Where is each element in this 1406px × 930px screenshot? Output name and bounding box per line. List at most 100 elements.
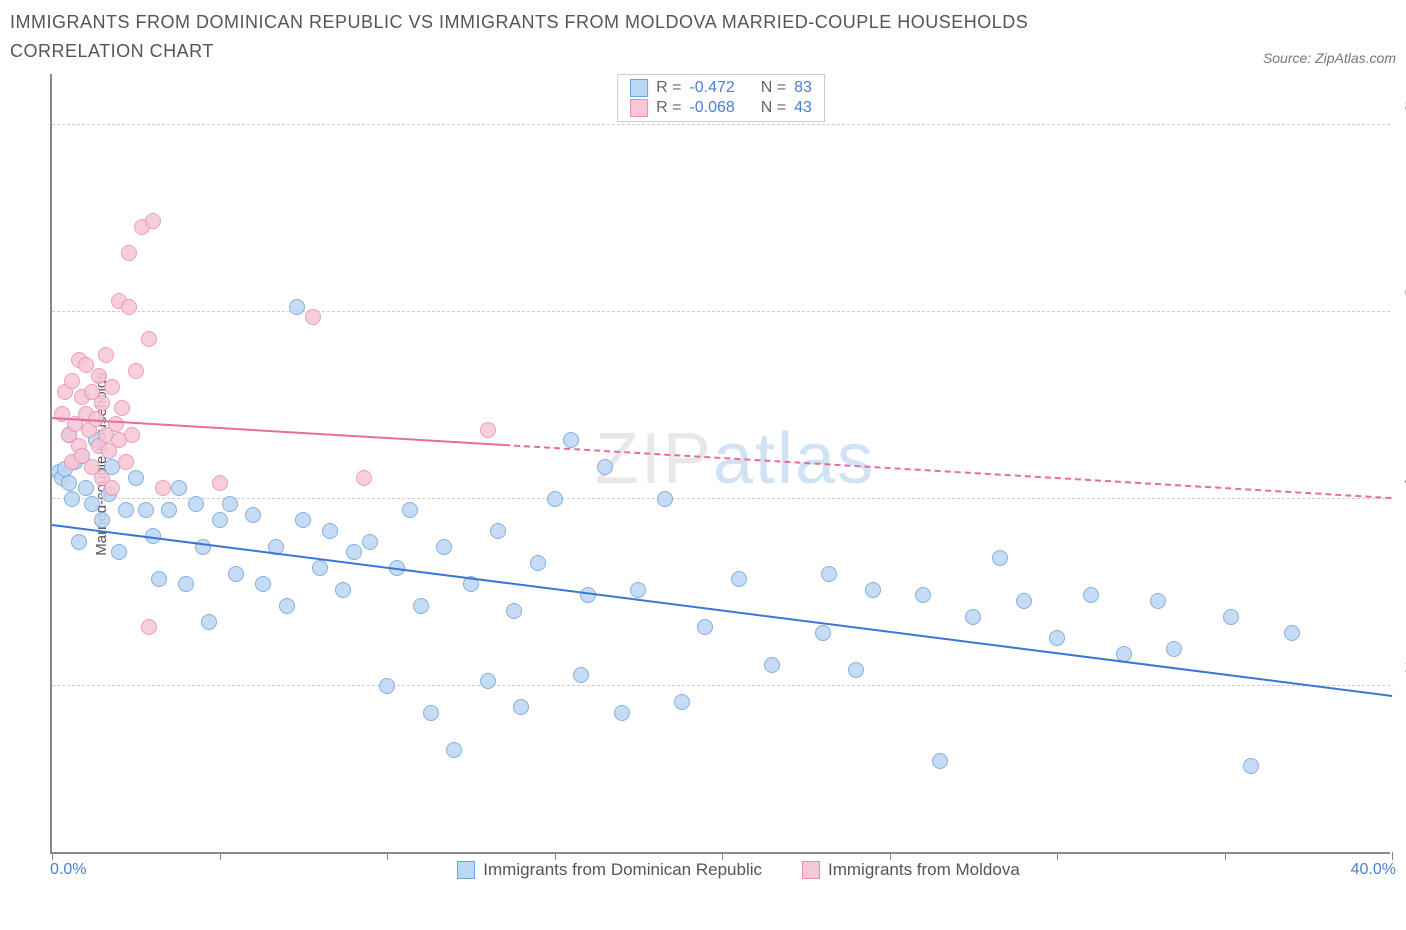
data-point-dominican — [563, 432, 579, 448]
swatch-dominican — [457, 861, 475, 879]
data-point-dominican — [423, 705, 439, 721]
data-point-dominican — [201, 614, 217, 630]
data-point-moldova — [118, 454, 134, 470]
data-point-dominican — [1223, 609, 1239, 625]
data-point-dominican — [1150, 593, 1166, 609]
data-point-dominican — [1016, 593, 1032, 609]
data-point-dominican — [657, 491, 673, 507]
data-point-moldova — [212, 475, 228, 491]
x-tick — [387, 852, 388, 860]
stats-legend-box: R =-0.472N =83 R =-0.068N =43 — [617, 74, 825, 122]
data-point-moldova — [94, 395, 110, 411]
data-point-moldova — [480, 422, 496, 438]
data-point-moldova — [98, 347, 114, 363]
data-point-moldova — [121, 299, 137, 315]
swatch-dominican — [630, 79, 648, 97]
data-point-dominican — [362, 534, 378, 550]
gridline — [52, 498, 1390, 499]
data-point-dominican — [161, 502, 177, 518]
data-point-dominican — [312, 560, 328, 576]
data-point-moldova — [128, 363, 144, 379]
data-point-dominican — [151, 571, 167, 587]
x-tick — [220, 852, 221, 860]
chart-container: Married-couple Households ZIPatlas R =-0… — [10, 74, 1396, 854]
trend-line — [504, 444, 1392, 499]
data-point-dominican — [279, 598, 295, 614]
stats-row-moldova: R =-0.068N =43 — [630, 99, 812, 117]
data-point-dominican — [992, 550, 1008, 566]
series-legend: Immigrants from Dominican RepublicImmigr… — [457, 860, 1019, 880]
data-point-dominican — [178, 576, 194, 592]
source-attribution: Source: ZipAtlas.com — [1263, 50, 1396, 66]
gridline — [52, 311, 1390, 312]
data-point-moldova — [145, 213, 161, 229]
data-point-dominican — [255, 576, 271, 592]
data-point-moldova — [305, 309, 321, 325]
x-axis-max-label: 40.0% — [1351, 861, 1396, 879]
data-point-dominican — [614, 705, 630, 721]
data-point-dominican — [446, 742, 462, 758]
trend-line — [52, 524, 1392, 697]
data-point-dominican — [1166, 641, 1182, 657]
stats-row-dominican: R =-0.472N =83 — [630, 79, 812, 97]
x-tick — [1057, 852, 1058, 860]
data-point-moldova — [108, 416, 124, 432]
x-tick — [555, 852, 556, 860]
data-point-dominican — [1243, 758, 1259, 774]
data-point-dominican — [674, 694, 690, 710]
data-point-moldova — [114, 400, 130, 416]
data-point-moldova — [121, 245, 137, 261]
data-point-dominican — [965, 609, 981, 625]
data-point-moldova — [356, 470, 372, 486]
data-point-dominican — [932, 753, 948, 769]
data-point-moldova — [104, 379, 120, 395]
chart-title: IMMIGRANTS FROM DOMINICAN REPUBLIC VS IM… — [10, 8, 1110, 66]
data-point-dominican — [61, 475, 77, 491]
data-point-dominican — [64, 491, 80, 507]
data-point-dominican — [821, 566, 837, 582]
data-point-dominican — [1083, 587, 1099, 603]
data-point-dominican — [222, 496, 238, 512]
data-point-moldova — [64, 373, 80, 389]
data-point-dominican — [128, 470, 144, 486]
legend-item-dominican: Immigrants from Dominican Republic — [457, 860, 762, 880]
data-point-dominican — [764, 657, 780, 673]
data-point-dominican — [815, 625, 831, 641]
swatch-moldova — [802, 861, 820, 879]
data-point-dominican — [513, 699, 529, 715]
x-tick — [52, 852, 53, 860]
data-point-dominican — [322, 523, 338, 539]
swatch-moldova — [630, 99, 648, 117]
data-point-moldova — [124, 427, 140, 443]
data-point-dominican — [289, 299, 305, 315]
data-point-dominican — [506, 603, 522, 619]
scatter-plot: ZIPatlas R =-0.472N =83R =-0.068N =43 27… — [50, 74, 1390, 854]
data-point-dominican — [138, 502, 154, 518]
data-point-dominican — [480, 673, 496, 689]
data-point-dominican — [228, 566, 244, 582]
data-point-dominican — [335, 582, 351, 598]
data-point-dominican — [118, 502, 134, 518]
data-point-dominican — [402, 502, 418, 518]
data-point-dominican — [245, 507, 261, 523]
data-point-dominican — [865, 582, 881, 598]
data-point-moldova — [141, 619, 157, 635]
data-point-dominican — [530, 555, 546, 571]
data-point-dominican — [630, 582, 646, 598]
data-point-dominican — [490, 523, 506, 539]
data-point-dominican — [195, 539, 211, 555]
data-point-moldova — [155, 480, 171, 496]
data-point-dominican — [295, 512, 311, 528]
data-point-dominican — [111, 544, 127, 560]
data-point-dominican — [413, 598, 429, 614]
data-point-dominican — [1049, 630, 1065, 646]
gridline — [52, 124, 1390, 125]
data-point-moldova — [104, 480, 120, 496]
data-point-dominican — [1284, 625, 1300, 641]
x-tick — [1392, 852, 1393, 860]
data-point-dominican — [697, 619, 713, 635]
data-point-dominican — [188, 496, 204, 512]
data-point-dominican — [597, 459, 613, 475]
data-point-dominican — [848, 662, 864, 678]
data-point-dominican — [171, 480, 187, 496]
